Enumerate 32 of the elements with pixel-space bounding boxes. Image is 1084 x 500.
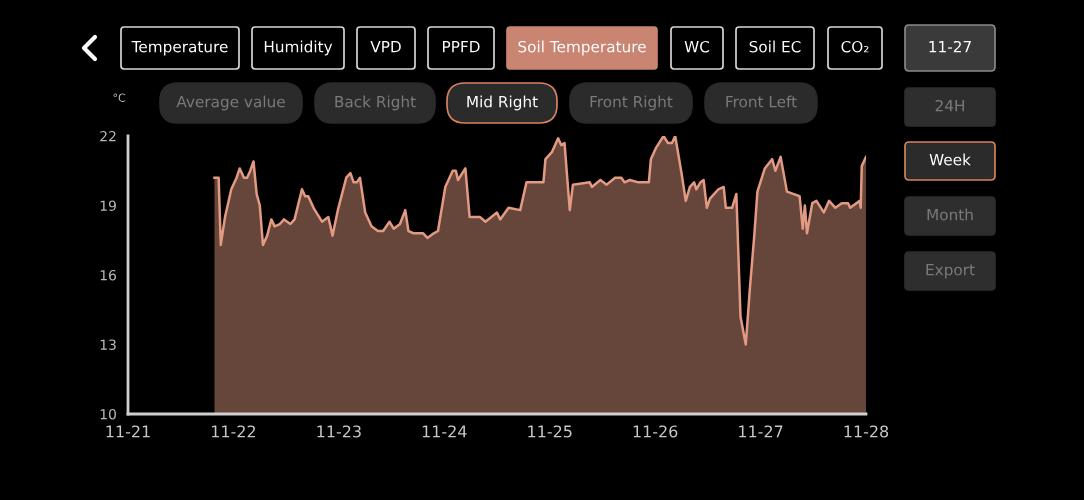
text: Humidity (264, 40, 333, 56)
text: Week (929, 153, 971, 166)
y-tick-label: 10 (100, 408, 116, 420)
text: Mid Right (467, 95, 538, 111)
text: Export (926, 264, 975, 279)
text: Back Right (335, 95, 416, 111)
text: 11-27 (929, 40, 971, 53)
text: PPFD (443, 41, 480, 53)
x-tick-label: 11-28 (844, 425, 889, 438)
y-tick-label: 19 (100, 200, 116, 211)
x-tick-label: 11-25 (528, 425, 572, 438)
y-tick-label: 16 (100, 269, 117, 281)
text: Front Left (726, 95, 797, 108)
text: Front Right (590, 95, 673, 111)
y-axis-title: °C (113, 93, 126, 102)
y-tick-label: 13 (100, 339, 116, 350)
text: Month (927, 208, 973, 221)
text: 24H (935, 99, 964, 112)
y-tick-label: 22 (100, 130, 116, 142)
x-tick-label: 11-26 (633, 425, 678, 438)
text: WC (684, 40, 710, 53)
text: Average value (176, 95, 285, 111)
text: CO₂ (841, 40, 869, 53)
x-tick-label: 11-27 (739, 425, 783, 438)
text: VPD (370, 41, 401, 53)
x-tick-label: 11-23 (317, 425, 361, 438)
x-tick-label: 11-22 (211, 425, 256, 438)
text: Soil Temperature (518, 40, 646, 56)
text: Soil EC (749, 40, 801, 53)
x-tick-label: 11-21 (106, 425, 150, 438)
text: Temperature (131, 41, 228, 56)
x-tick-label: 11-24 (422, 425, 467, 438)
